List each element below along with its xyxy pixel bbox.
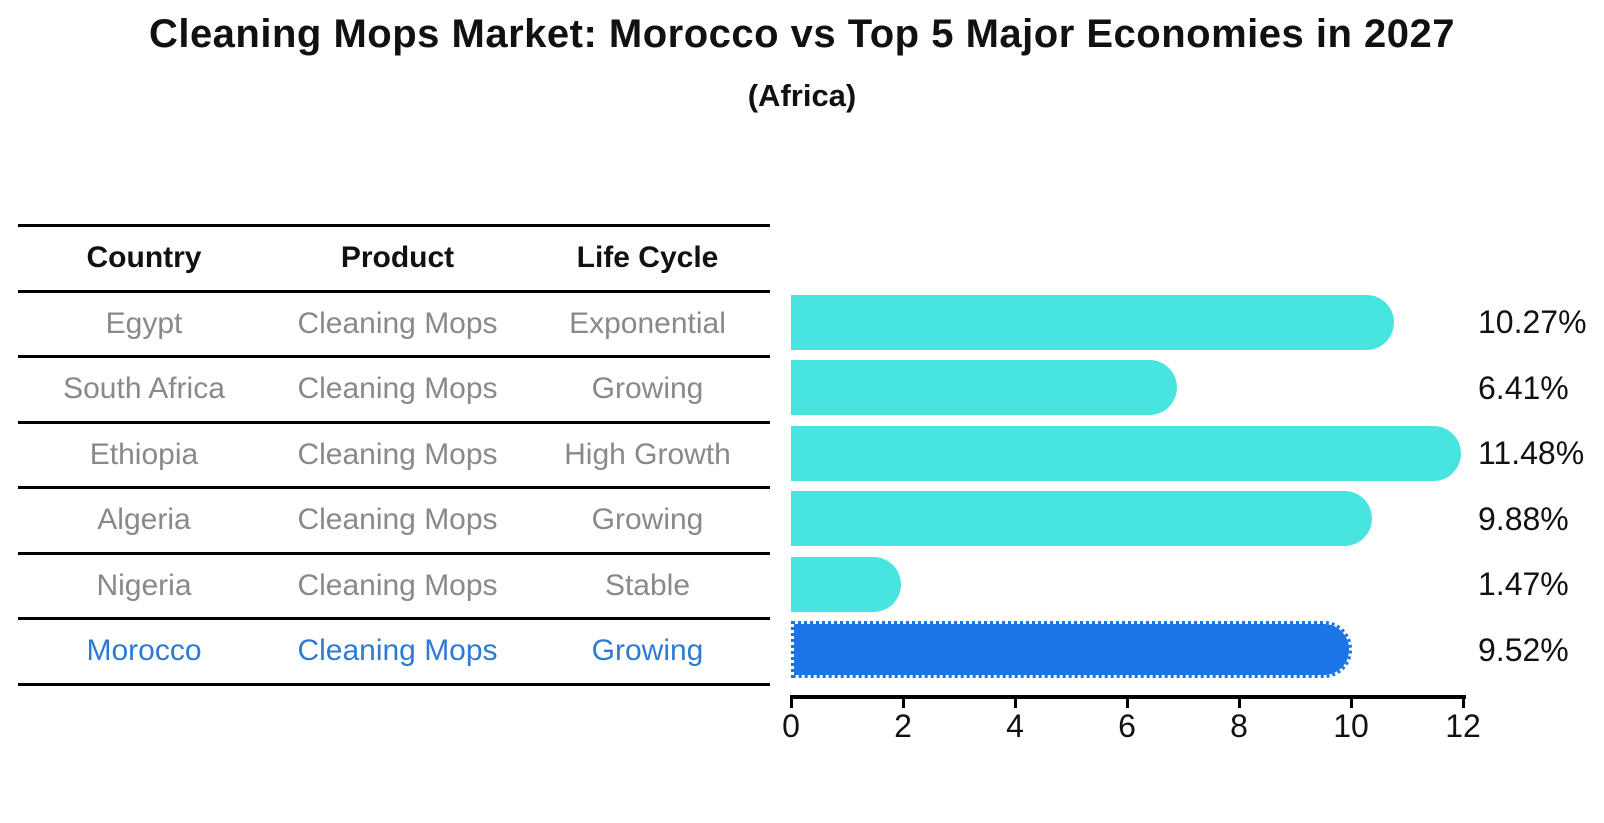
bar-egypt xyxy=(791,294,1394,350)
product-cell: Cleaning Mops xyxy=(297,437,498,471)
life-cycle-cell: Growing xyxy=(591,634,704,668)
x-tick-label: 6 xyxy=(1118,708,1136,744)
bar-nigeria xyxy=(791,556,901,612)
life-cycle-cell: High Growth xyxy=(564,437,731,471)
country-cell: Ethiopia xyxy=(89,437,199,471)
country-cell: Nigeria xyxy=(96,568,192,602)
x-axis-tick xyxy=(1013,695,1017,708)
value-label-nigeria: 1.47% xyxy=(1478,566,1569,602)
life-cycle-cell: Growing xyxy=(591,372,704,406)
value-label-ethiopia: 11.48% xyxy=(1478,435,1585,471)
product-cell: Cleaning Mops xyxy=(297,568,498,602)
x-axis-tick xyxy=(1349,695,1353,708)
value-label-south-africa: 6.41% xyxy=(1478,369,1569,406)
value-label-algeria: 9.88% xyxy=(1478,500,1569,537)
life-cycle-cell: Exponential xyxy=(569,306,726,340)
product-cell: Cleaning Mops xyxy=(297,306,498,340)
value-label-egypt: 10.27% xyxy=(1478,304,1587,340)
column-header-product: Product xyxy=(340,241,455,275)
product-cell: Cleaning Mops xyxy=(297,372,498,406)
country-cell: South Africa xyxy=(63,372,225,406)
life-cycle-cell: Stable xyxy=(604,568,691,602)
life-cycle-cell: Growing xyxy=(591,503,704,537)
column-header-country: Country xyxy=(86,241,202,275)
table-row: Algeria Cleaning Mops Growing xyxy=(18,486,770,552)
country-cell: Egypt xyxy=(105,306,183,340)
x-tick-label: 10 xyxy=(1333,708,1369,744)
x-axis-tick xyxy=(1237,695,1241,708)
table-row: Nigeria Cleaning Mops Stable xyxy=(18,551,770,618)
x-tick-label: 12 xyxy=(1445,708,1481,744)
table-row: South Africa Cleaning Mops Growing xyxy=(18,355,770,421)
table-header-row: Country Product Life Cycle xyxy=(18,224,770,290)
country-cell: Morocco xyxy=(86,634,202,668)
column-header-life-cycle: Life Cycle xyxy=(576,241,719,275)
x-tick-label: 0 xyxy=(782,708,800,744)
chart-subtitle: (Africa) xyxy=(747,78,857,113)
x-axis-tick xyxy=(789,695,793,708)
product-cell: Cleaning Mops xyxy=(297,503,498,537)
value-label-morocco: 9.52% xyxy=(1478,631,1569,668)
x-tick-label: 2 xyxy=(894,708,912,744)
country-cell: Algeria xyxy=(97,503,191,537)
x-axis-tick xyxy=(901,695,905,708)
table-row: Egypt Cleaning Mops Exponential xyxy=(18,289,770,356)
x-tick-label: 8 xyxy=(1230,708,1248,744)
bar-south-africa xyxy=(791,360,1178,415)
product-cell: Cleaning Mops xyxy=(297,634,498,668)
x-tick-label: 4 xyxy=(1006,708,1024,744)
table-row-highlight-morocco: Morocco Cleaning Mops Growing xyxy=(18,617,770,683)
x-axis-tick xyxy=(1125,695,1129,708)
table-row: Ethiopia Cleaning Mops High Growth xyxy=(18,420,770,487)
chart-title: Cleaning Mops Market: Morocco vs Top 5 M… xyxy=(148,12,1456,56)
bar-ethiopia xyxy=(791,425,1462,481)
bar-morocco xyxy=(791,621,1352,678)
country-table: Country Product Life Cycle Egypt Cleanin… xyxy=(18,224,770,686)
x-axis-tick xyxy=(1461,695,1465,708)
bar-algeria xyxy=(791,491,1372,546)
